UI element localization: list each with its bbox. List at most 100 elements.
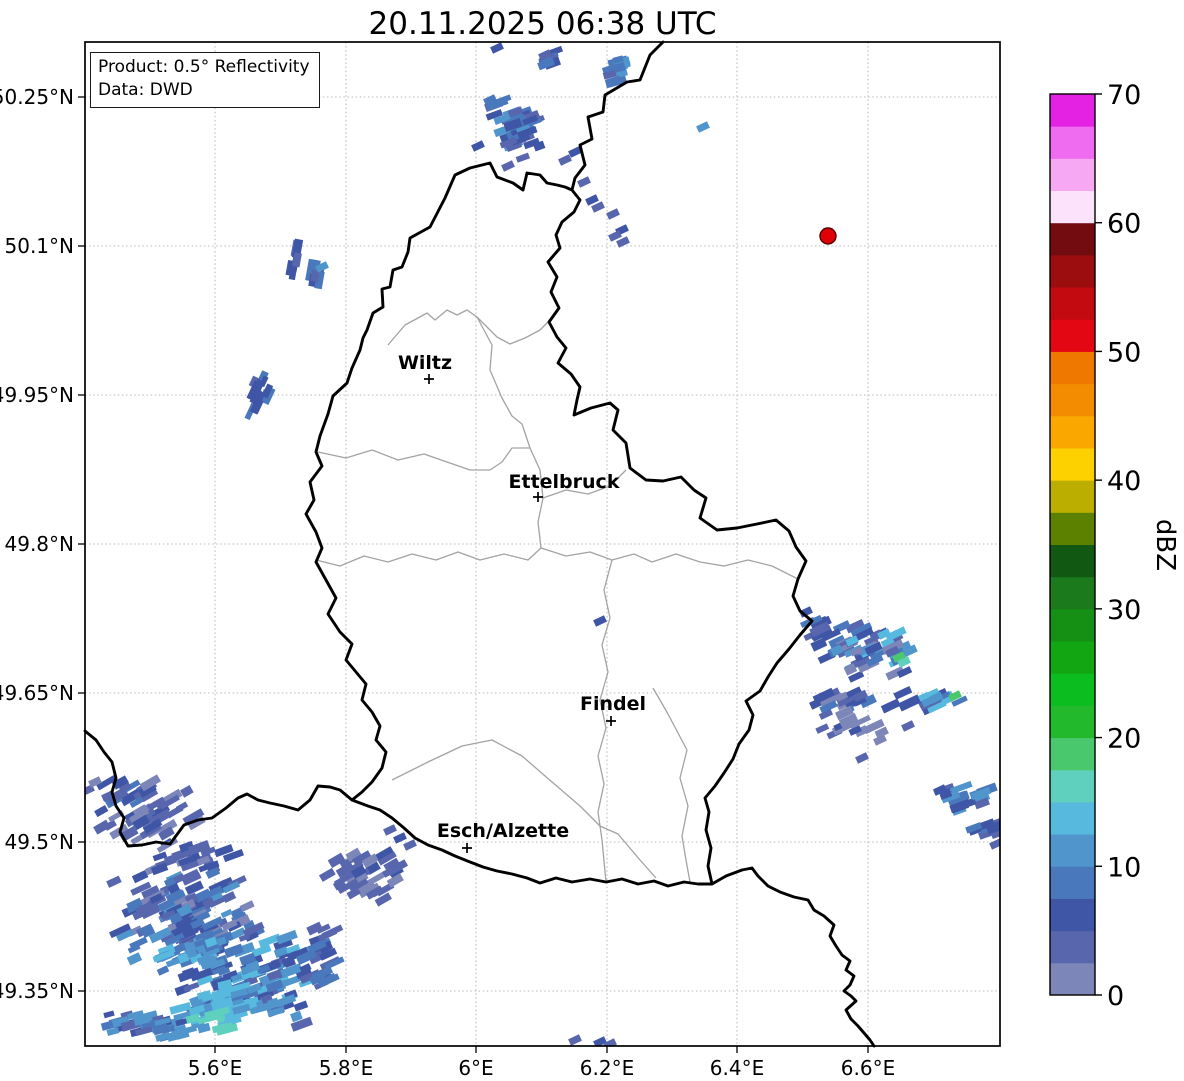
echo-cell: [866, 654, 884, 667]
colorbar-segment: [1050, 866, 1095, 899]
echo-cell: [568, 146, 582, 158]
echo-cell: [181, 967, 196, 978]
echo-cell: [901, 720, 915, 732]
colorbar-segment: [1050, 126, 1095, 159]
echo-cell: [591, 201, 605, 213]
district-border: [652, 687, 691, 883]
echo-cell: [183, 981, 200, 993]
colorbar-segment: [1050, 962, 1095, 996]
echo-cell: [197, 1022, 211, 1034]
x-tick-label: 5.8°E: [319, 1056, 373, 1080]
echo-cell: [106, 875, 122, 888]
echo-cell: [949, 802, 963, 814]
echo-cell: [175, 915, 192, 929]
echo-cell: [333, 871, 354, 887]
echo-cell: [386, 873, 404, 888]
echo-cell: [892, 651, 906, 663]
echo-cell: [281, 955, 295, 967]
echo-cell: [835, 705, 854, 721]
echo-cell: [189, 953, 203, 964]
echo-cell: [309, 940, 327, 953]
echo-cell: [827, 692, 844, 704]
echo-cell: [351, 864, 367, 879]
echo-cell: [93, 819, 111, 835]
echo-cell: [490, 42, 504, 54]
echo-cell: [844, 686, 862, 699]
echo-cell: [503, 117, 523, 133]
echo-cell: [197, 1014, 217, 1025]
echo-cell: [251, 944, 272, 958]
colorbar-segment: [1050, 415, 1095, 449]
echo-cell: [134, 1026, 153, 1037]
echo-cell: [239, 952, 257, 966]
city-marker-icon: [424, 374, 434, 384]
echo-cell: [292, 252, 302, 268]
city-label: Ettelbruck: [509, 471, 620, 493]
echo-cell: [217, 979, 233, 989]
echo-cell: [361, 853, 379, 868]
echo-cell: [345, 847, 362, 863]
echo-cell: [965, 822, 983, 834]
echo-cell: [310, 269, 320, 283]
colorbar-segment: [1050, 94, 1095, 127]
echo-cell: [499, 137, 518, 149]
city-label: Findel: [580, 693, 646, 715]
colorbar-segment: [1050, 287, 1095, 320]
echo-cell: [933, 784, 947, 796]
colorbar-segment: [1050, 480, 1095, 513]
city-marker-icon: [533, 492, 543, 502]
echo-cell: [864, 641, 883, 656]
axis-ticks: 5.6°E 5.8°E 6°E 6.2°E 6.4°E 6.6°E 50.25°N 50.1°…: [0, 85, 895, 1080]
echo-cell: [213, 843, 234, 858]
echo-cell: [169, 1001, 192, 1015]
echo-cell: [210, 892, 223, 902]
echo-cell: [507, 106, 524, 118]
district-border: [317, 447, 530, 471]
echo-cell: [335, 861, 355, 879]
echo-cell: [845, 618, 865, 634]
y-tick-label: 50.25°N: [0, 85, 74, 109]
colorbar-tick-label: 40: [1107, 466, 1141, 497]
echo-cell: [175, 801, 189, 812]
echo-cell: [258, 933, 282, 948]
echo-cell: [821, 628, 841, 642]
echo-cell: [810, 637, 828, 652]
echo-cell: [185, 1013, 201, 1024]
echo-cell: [377, 851, 397, 866]
echo-cell: [877, 628, 891, 640]
colorbar-segment: [1050, 319, 1095, 352]
echo-cell: [242, 921, 265, 937]
echo-cell: [140, 904, 161, 920]
echo-cell: [852, 689, 868, 703]
radar-site-marker: [819, 227, 837, 245]
echo-cell: [238, 933, 251, 942]
echo-cell: [139, 774, 161, 792]
colorbar-segment: [1050, 834, 1095, 867]
echo-cell: [242, 919, 256, 931]
y-tick-label: 49.8°N: [5, 532, 75, 556]
echo-cell: [917, 691, 930, 702]
echo-cell: [403, 839, 417, 851]
echo-cell: [926, 698, 947, 714]
echo-cell: [265, 979, 284, 993]
echo-cell: [273, 946, 289, 958]
echo-cell: [593, 1036, 607, 1046]
city-label: Wiltz: [398, 352, 452, 374]
echo-cell: [192, 897, 209, 910]
echo-cell: [293, 1000, 309, 1012]
echo-cell: [357, 879, 376, 895]
echo-cell: [222, 891, 237, 903]
echo-cell: [165, 889, 184, 902]
echo-cell: [245, 963, 261, 974]
echo-cell: [830, 644, 844, 657]
echo-cell: [160, 1024, 176, 1034]
district-border: [476, 316, 544, 549]
colorbar-segment: [1050, 737, 1095, 771]
echo-cell: [382, 861, 404, 878]
echo-cell: [815, 723, 830, 734]
echo-cell: [896, 666, 913, 679]
echo-cell: [838, 712, 859, 729]
echo-cell: [190, 917, 205, 930]
colorbar-segment: [1050, 190, 1095, 224]
